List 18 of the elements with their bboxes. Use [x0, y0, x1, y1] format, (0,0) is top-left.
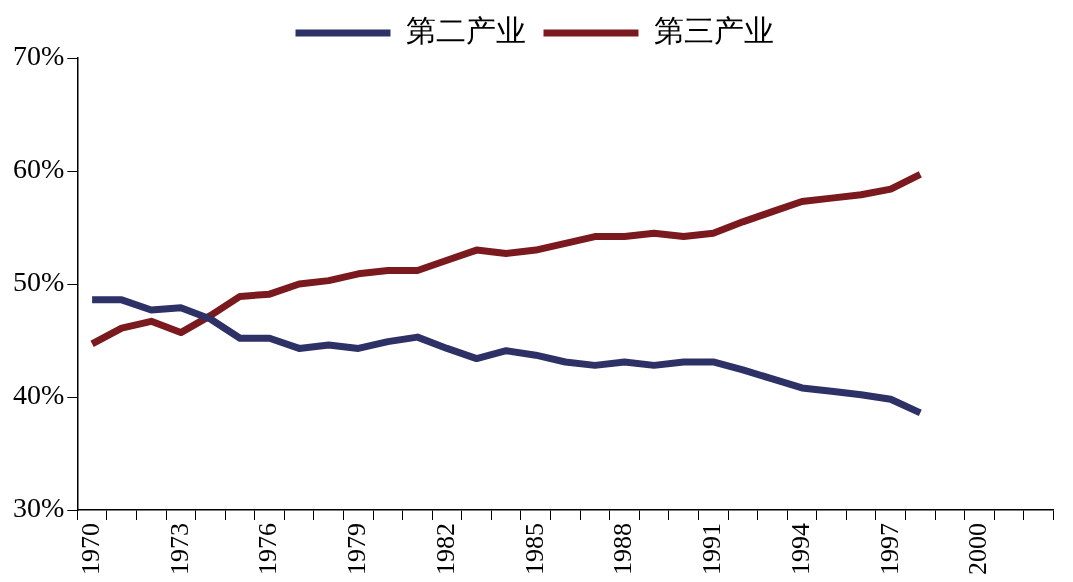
y-tick-label: 30% — [13, 492, 65, 524]
x-tick-label: 1970 — [75, 523, 105, 575]
x-tick-label: 1979 — [342, 523, 372, 575]
y-tick-label: 70% — [13, 40, 65, 72]
x-tick-label: 2000 — [963, 523, 993, 575]
x-tick-label: 1985 — [519, 523, 549, 575]
x-tick-label: 1982 — [430, 523, 460, 575]
x-tick-label: 1973 — [164, 523, 194, 575]
y-tick-label: 40% — [13, 379, 65, 411]
legend-label: 第三产业 — [653, 13, 774, 47]
y-tick-label: 50% — [13, 266, 65, 298]
legend-label: 第二产业 — [405, 13, 526, 47]
x-tick-label: 1976 — [253, 523, 283, 575]
x-tick-label: 1997 — [874, 523, 904, 575]
y-tick-label: 60% — [13, 153, 65, 185]
x-tick-label: 1994 — [785, 523, 815, 575]
x-tick-label: 1991 — [697, 523, 727, 575]
x-tick-label: 1988 — [608, 523, 638, 575]
